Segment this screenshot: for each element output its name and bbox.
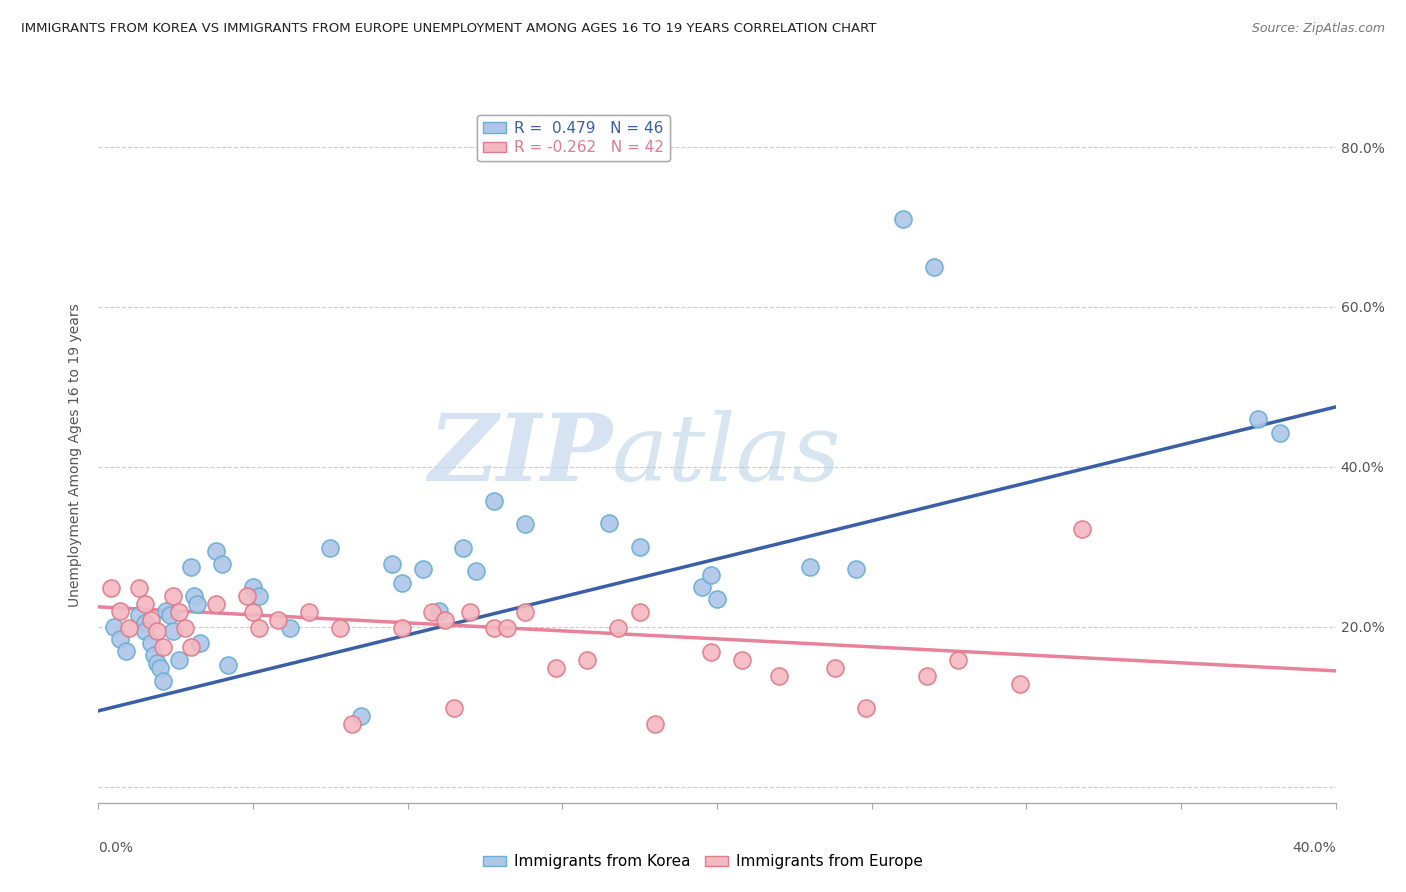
Point	[1071, 522, 1094, 536]
Point	[391, 575, 413, 590]
Point	[607, 622, 630, 636]
Point	[100, 582, 122, 596]
Point	[922, 260, 945, 274]
Point	[484, 493, 506, 508]
Point	[731, 653, 754, 667]
Point	[134, 615, 156, 630]
Point	[412, 562, 434, 576]
Point	[1247, 412, 1270, 426]
Point	[706, 591, 728, 606]
Point	[242, 606, 264, 620]
Text: Source: ZipAtlas.com: Source: ZipAtlas.com	[1251, 22, 1385, 36]
Point	[700, 645, 723, 659]
Point	[205, 598, 228, 612]
Point	[146, 656, 169, 670]
Point	[1010, 677, 1032, 691]
Point	[211, 558, 233, 572]
Point	[381, 558, 404, 572]
Point	[152, 674, 174, 689]
Text: ZIP: ZIP	[427, 410, 612, 500]
Point	[247, 622, 270, 636]
Point	[134, 624, 156, 638]
Point	[458, 606, 481, 620]
Text: 0.0%: 0.0%	[98, 840, 134, 855]
Point	[598, 516, 620, 530]
Point	[180, 560, 202, 574]
Point	[139, 614, 162, 628]
Point	[433, 614, 456, 628]
Point	[278, 622, 301, 636]
Text: IMMIGRANTS FROM KOREA VS IMMIGRANTS FROM EUROPE UNEMPLOYMENT AMONG AGES 16 TO 19: IMMIGRANTS FROM KOREA VS IMMIGRANTS FROM…	[21, 22, 876, 36]
Point	[443, 701, 465, 715]
Point	[464, 564, 486, 578]
Point	[340, 717, 363, 731]
Point	[128, 607, 150, 622]
Point	[495, 622, 517, 636]
Point	[108, 632, 131, 646]
Point	[103, 620, 125, 634]
Legend: R =  0.479   N = 46, R = -0.262   N = 42: R = 0.479 N = 46, R = -0.262 N = 42	[477, 115, 669, 161]
Legend: Immigrants from Korea, Immigrants from Europe: Immigrants from Korea, Immigrants from E…	[477, 848, 929, 875]
Point	[159, 607, 181, 622]
Point	[1268, 426, 1291, 441]
Text: atlas: atlas	[612, 410, 841, 500]
Point	[917, 669, 939, 683]
Point	[644, 717, 666, 731]
Point	[180, 640, 202, 654]
Point	[546, 661, 568, 675]
Point	[948, 653, 970, 667]
Point	[319, 541, 342, 556]
Point	[217, 658, 239, 673]
Point	[427, 604, 450, 618]
Point	[115, 644, 138, 658]
Point	[515, 517, 537, 532]
Point	[576, 653, 599, 667]
Point	[267, 614, 290, 628]
Point	[143, 648, 166, 662]
Point	[768, 669, 790, 683]
Point	[118, 622, 141, 636]
Point	[799, 560, 821, 574]
Text: 40.0%: 40.0%	[1292, 840, 1336, 855]
Point	[146, 624, 169, 638]
Point	[174, 622, 197, 636]
Point	[152, 640, 174, 654]
Point	[205, 544, 228, 558]
Point	[484, 622, 506, 636]
Point	[891, 212, 914, 227]
Point	[350, 709, 373, 723]
Point	[155, 604, 177, 618]
Point	[190, 636, 212, 650]
Point	[453, 541, 475, 556]
Point	[128, 582, 150, 596]
Point	[298, 606, 321, 620]
Point	[247, 590, 270, 604]
Point	[628, 540, 651, 554]
Point	[167, 606, 190, 620]
Point	[628, 606, 651, 620]
Point	[139, 636, 162, 650]
Point	[162, 624, 184, 638]
Point	[700, 567, 723, 582]
Point	[845, 562, 868, 576]
Point	[391, 622, 413, 636]
Point	[242, 580, 264, 594]
Point	[183, 590, 205, 604]
Point	[422, 606, 444, 620]
Point	[149, 661, 172, 675]
Point	[162, 590, 184, 604]
Point	[855, 701, 877, 715]
Point	[690, 580, 713, 594]
Point	[515, 606, 537, 620]
Y-axis label: Unemployment Among Ages 16 to 19 years: Unemployment Among Ages 16 to 19 years	[69, 303, 83, 607]
Point	[824, 661, 846, 675]
Point	[167, 653, 190, 667]
Point	[108, 604, 131, 618]
Point	[329, 622, 352, 636]
Point	[236, 590, 259, 604]
Point	[134, 598, 156, 612]
Point	[186, 598, 208, 612]
